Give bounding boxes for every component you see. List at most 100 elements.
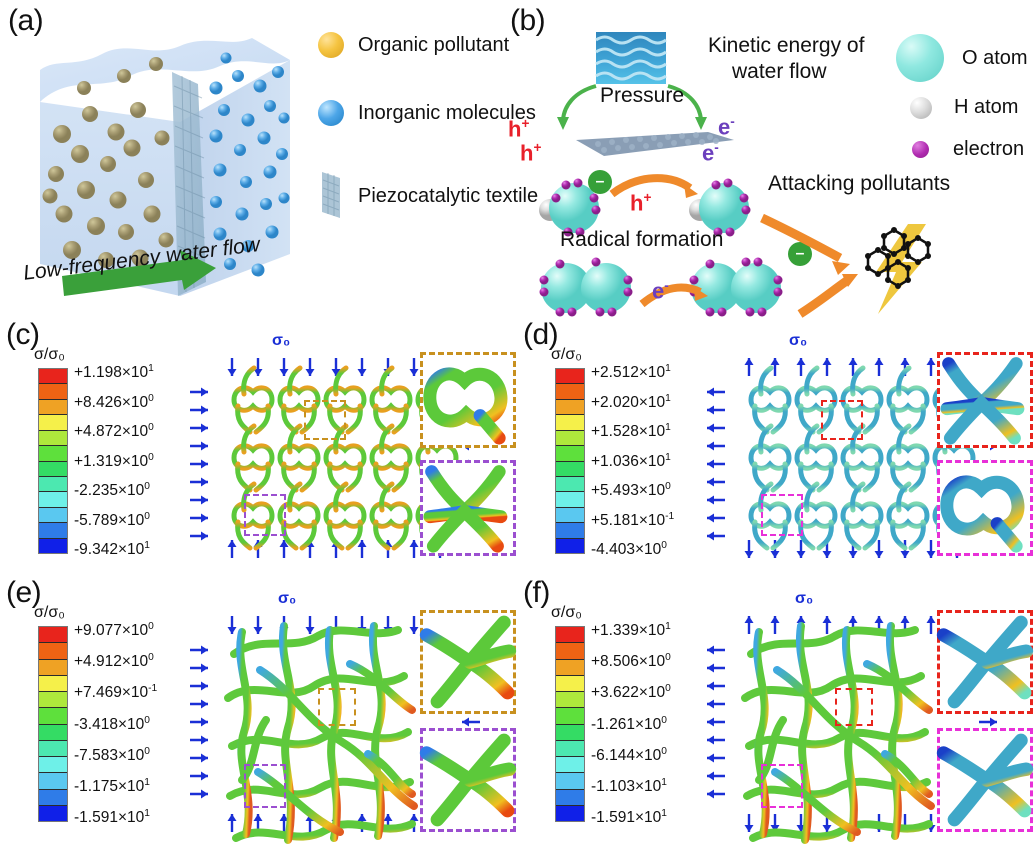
legend-label-organic-pollutant: Organic pollutant: [358, 33, 510, 56]
colorbar-band-9: [39, 507, 67, 524]
colorbar-tick-1: +4.912×100: [74, 652, 154, 671]
colorbar-tick-3: -3.418×100: [74, 714, 150, 733]
roi-box-bottom: [244, 764, 286, 808]
colorbar-tick-5: -1.175×101: [74, 777, 150, 796]
legend-label-piezocatalytic-textile: Piezocatalytic textile: [358, 184, 539, 207]
colorbar-band-8: [39, 757, 67, 774]
colorbar-band-4: [39, 692, 67, 709]
textile-sheet-charges-graphic: [576, 132, 734, 156]
colorbar-band-2: [556, 399, 584, 416]
colorbar-band-8: [556, 757, 584, 774]
colorbar-band-7: [556, 476, 584, 493]
hole-transfer-label: h+: [630, 190, 652, 216]
colorbar-tick-5: -1.103×101: [591, 777, 667, 796]
kinetic-energy-line1: Kinetic energy of: [708, 34, 865, 57]
colorbar-band-1: [556, 643, 584, 660]
inset-zoom-bottom: [419, 728, 517, 832]
colorbar-band-10: [39, 789, 67, 806]
colorbar-band-0: [556, 627, 584, 644]
legend-label-o-atom: O atom: [962, 46, 1028, 69]
colorbar-tick-6: -1.591×101: [591, 808, 667, 827]
load-arrows-left: [190, 387, 208, 541]
electron-charge-2: e-: [702, 140, 719, 166]
colorbar-band-4: [556, 430, 584, 447]
colorbar-band-0: [39, 369, 67, 385]
roi-box-bottom: [244, 494, 286, 536]
radical-hydroxyl-graphic: [539, 174, 751, 237]
colorbar-band-9: [556, 773, 584, 790]
roi-box-top: [304, 400, 346, 440]
legend-label-inorganic-molecules: Inorganic molecules: [358, 101, 536, 124]
colorbar-title: σ/σ₀: [551, 604, 582, 621]
fabric-geometry: [748, 365, 976, 551]
inorganic-molecule-particles: [209, 52, 290, 277]
colorbar-band-9: [39, 773, 67, 790]
inset-zoom-top: [937, 352, 1033, 448]
load-arrows-top: [744, 358, 962, 376]
colorbar-band-3: [556, 675, 584, 692]
radical-formation-label: Radical formation: [560, 228, 724, 251]
colorbar-band-7: [39, 740, 67, 757]
load-arrows-left: [190, 645, 208, 799]
colorbar-band-1: [556, 384, 584, 400]
colorbar-tick-3: +1.036×101: [591, 451, 671, 470]
minus-badge-hole-row: –: [588, 170, 612, 194]
colorbar-band-3: [39, 415, 67, 431]
colorbar-tick-5: +5.181×10-1: [591, 510, 675, 529]
colorbar-band-1: [39, 643, 67, 660]
roi-box-top: [821, 400, 863, 440]
colorbar-band-8: [39, 492, 67, 508]
legend-item-organic-pollutant: Organic pollutant: [318, 32, 509, 58]
colorbar-band-6: [556, 724, 584, 741]
colorbar-band-6: [39, 461, 67, 477]
inset-zoom-bottom: [937, 460, 1033, 556]
pollutant-attack-graphic: [760, 213, 931, 318]
legend-label-h-atom: H atom: [954, 96, 1019, 118]
panel-a-illustration: [40, 38, 290, 296]
stress-label: σ₀: [272, 332, 291, 349]
colorbar-band-11: [39, 538, 67, 554]
colorbar-band-6: [556, 461, 584, 477]
colorbar-tick-0: +2.512×101: [591, 363, 671, 382]
inset-zoom-top: [420, 352, 516, 448]
inset-zoom-bottom-svg: [423, 465, 508, 553]
inset-zoom-bottom: [936, 728, 1034, 832]
colorbar-tick-4: -2.235×100: [74, 481, 150, 500]
colorbar-band-7: [556, 740, 584, 757]
colorbar-tick-5: -5.789×100: [74, 510, 150, 529]
inset-zoom-bottom-svg: [419, 733, 517, 827]
stress-label: σ₀: [278, 590, 297, 607]
roi-box-top: [835, 688, 873, 726]
colorbar: [38, 626, 68, 822]
panel-d-letter: (d): [523, 318, 559, 351]
water-flow-arrow: [62, 250, 216, 296]
colorbar-tick-1: +8.506×100: [591, 652, 671, 671]
colorbar-band-0: [39, 627, 67, 644]
colorbar-band-10: [556, 789, 584, 806]
colorbar-band-10: [556, 523, 584, 539]
colorbar-band-5: [39, 708, 67, 725]
colorbar-band-10: [39, 523, 67, 539]
colorbar-band-3: [39, 675, 67, 692]
colorbar-band-2: [39, 399, 67, 416]
hole-charge-2: h+: [520, 140, 542, 166]
colorbar-band-4: [556, 692, 584, 709]
inset-zoom-top: [419, 610, 517, 714]
roi-box-bottom: [761, 764, 803, 808]
legend-label-electron: electron: [953, 138, 1025, 160]
panel-e-letter: (e): [6, 576, 42, 609]
colorbar: [555, 626, 585, 822]
load-arrows-left: [707, 387, 725, 541]
colorbar-tick-4: -6.144×100: [591, 745, 667, 765]
colorbar-band-3: [556, 415, 584, 431]
colorbar-tick-list: +1.198×101 +8.426×100 +4.872×100 +1.319×100…: [74, 363, 154, 558]
legend-item-electron: electron: [912, 138, 1024, 161]
inset-zoom-bottom: [420, 460, 516, 556]
colorbar-band-5: [556, 708, 584, 725]
panel-b-letter: (b): [510, 4, 546, 37]
colorbar: [555, 368, 585, 554]
inset-zoom-top-svg: [936, 615, 1034, 709]
panel-a-letter: (a): [8, 4, 44, 37]
panel-f-letter: (f): [523, 576, 550, 609]
colorbar-band-2: [556, 659, 584, 676]
